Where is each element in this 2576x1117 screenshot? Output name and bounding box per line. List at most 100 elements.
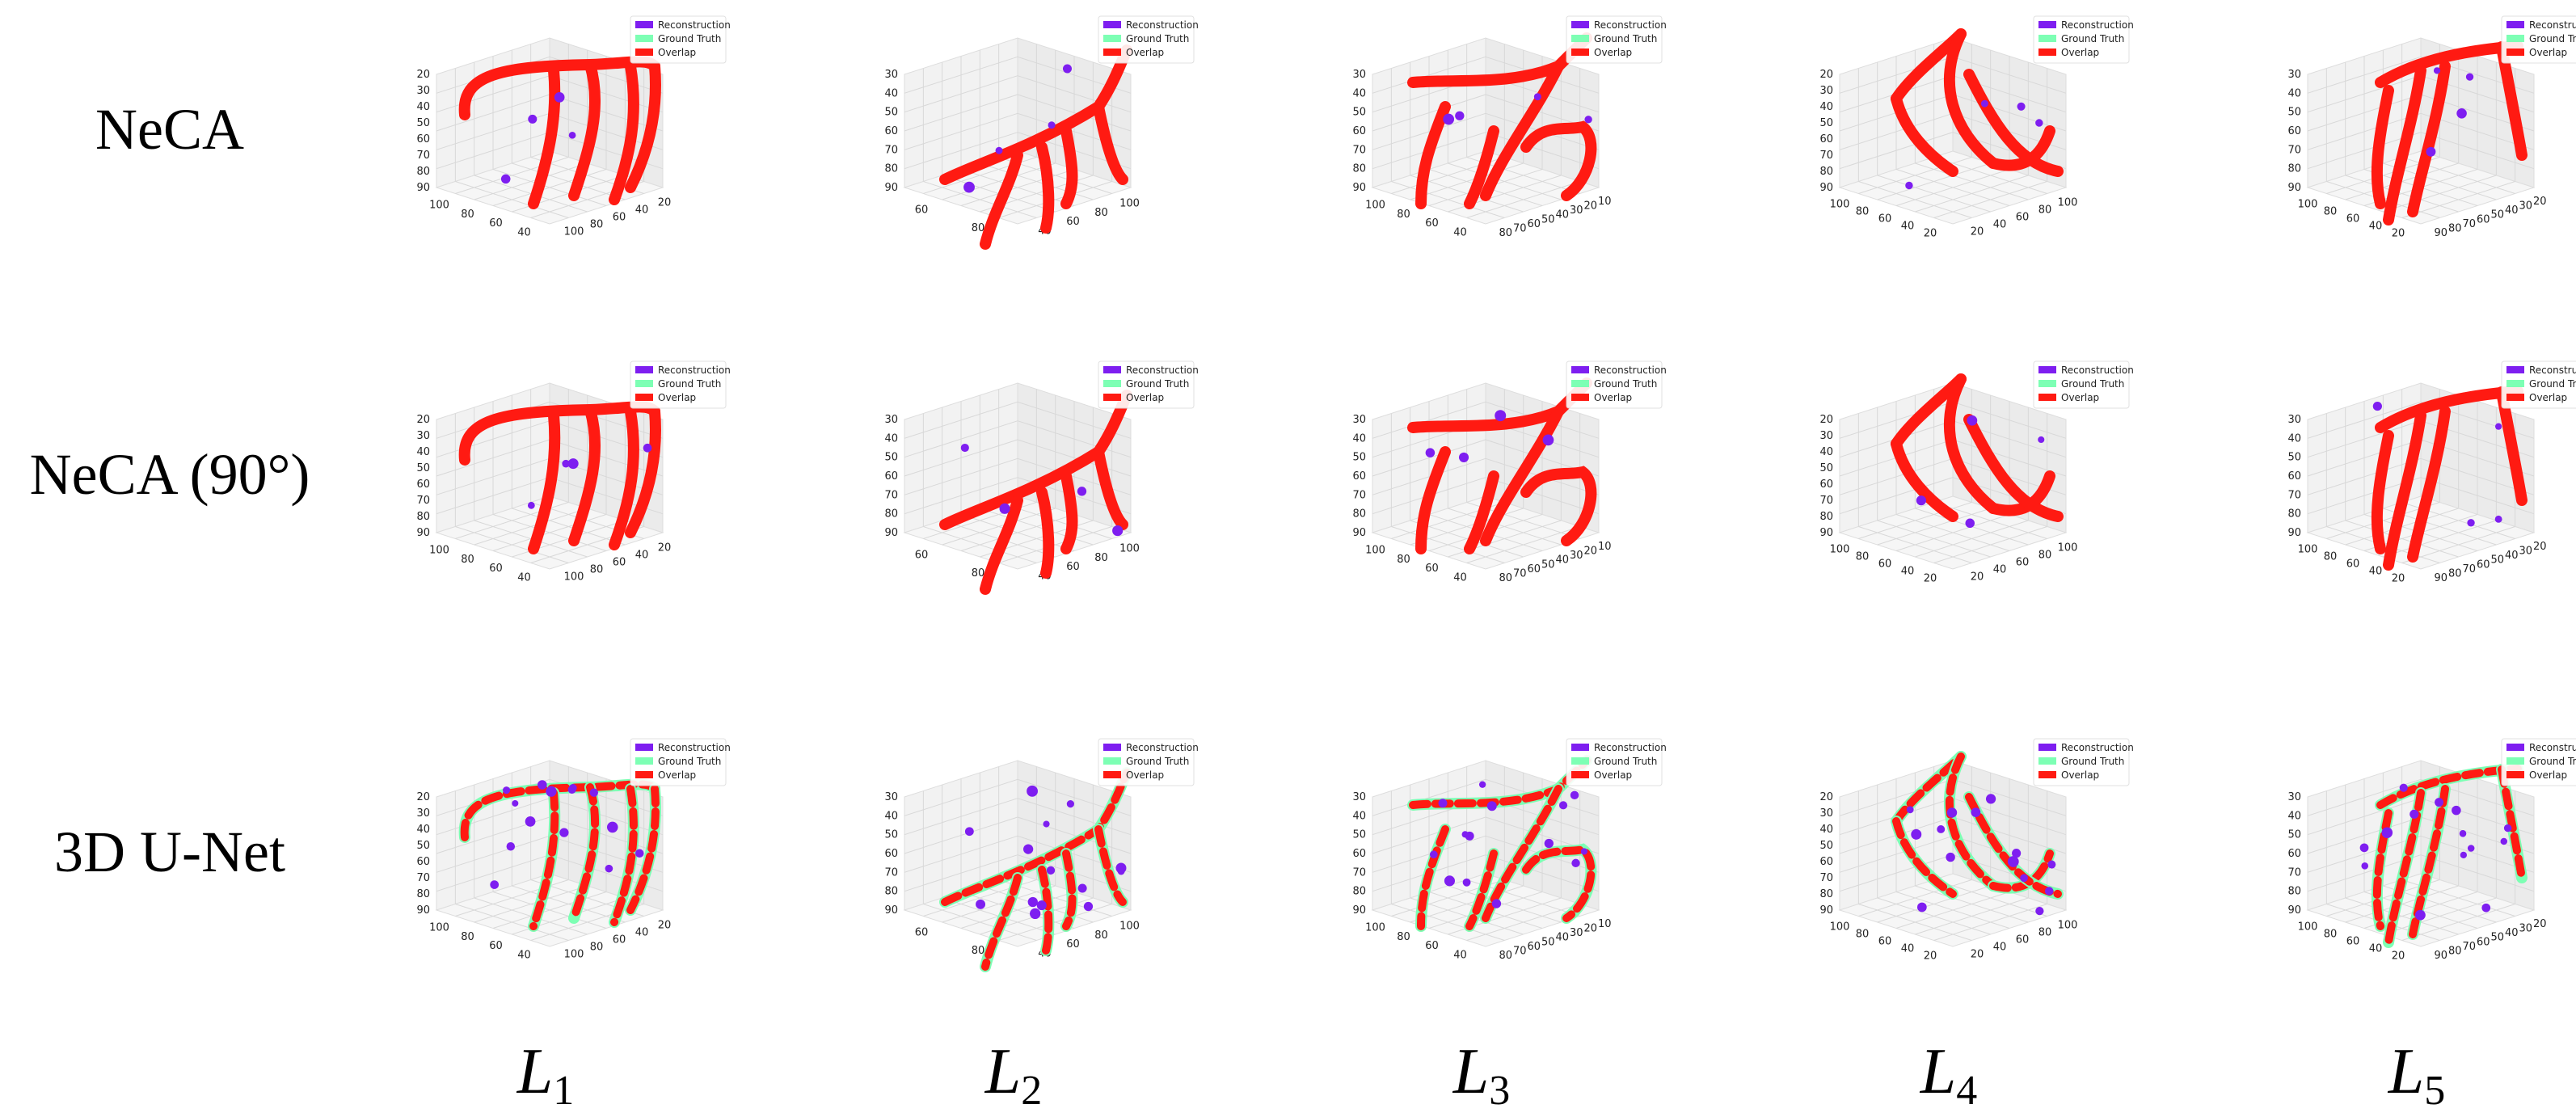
z-tick-label: 60 <box>416 478 430 491</box>
reconstruction-dot <box>1980 99 1988 107</box>
legend-swatch <box>2038 771 2056 778</box>
z-tick-label: 80 <box>416 166 430 178</box>
z-tick-label: 80 <box>1819 511 1833 523</box>
legend-label: Ground Truth <box>2529 378 2576 390</box>
y-tick-label: 40 <box>1993 219 2007 231</box>
grid-line <box>923 526 1037 563</box>
grid-line <box>1858 526 1972 563</box>
column-label: L3 <box>1452 1036 1511 1114</box>
y-tick-label: 60 <box>1527 218 1541 230</box>
y-tick-label: 60 <box>613 212 626 224</box>
legend-swatch <box>2506 366 2524 373</box>
x-tick-label: 80 <box>1397 554 1410 566</box>
reconstruction-dot <box>1571 858 1580 868</box>
x-tick-label: 60 <box>1878 936 1892 948</box>
z-tick-label: 80 <box>1352 886 1366 898</box>
z-tick-label: 40 <box>1819 446 1833 458</box>
vessel-overlap <box>1415 446 1451 554</box>
z-tick-label: 70 <box>1819 872 1833 884</box>
legend-label: Ground Truth <box>1594 378 1657 390</box>
z-tick-label: 80 <box>416 511 430 523</box>
reconstruction-dot <box>1077 487 1087 496</box>
vessel-overlap <box>1094 825 1127 906</box>
x-tick-label: 40 <box>1453 571 1467 584</box>
x-tick-label: 80 <box>1856 206 1870 218</box>
reconstruction-dot <box>527 501 535 509</box>
x-tick-label: 100 <box>429 545 449 557</box>
reconstruction-dot <box>1112 525 1124 537</box>
grid-line <box>1372 401 1486 439</box>
legend-box <box>630 360 727 409</box>
x-tick-label: 40 <box>1901 566 1915 578</box>
legend-swatch <box>635 771 653 778</box>
reconstruction-dot <box>2399 783 2408 792</box>
reconstruction-dot <box>525 816 536 827</box>
label-subscript: 4 <box>1956 1068 1977 1114</box>
legend-swatch <box>635 380 653 387</box>
legend-label: Overlap <box>1126 392 1164 403</box>
legend-box <box>1566 738 1663 786</box>
vessel-overlap <box>1060 470 1078 554</box>
reconstruction-dot <box>1043 820 1050 828</box>
reconstruction-dot <box>2044 887 2054 896</box>
reconstruction-dot <box>2433 67 2441 74</box>
z-tick-label: 50 <box>2287 107 2301 119</box>
z-tick-label: 60 <box>884 848 898 860</box>
x-tick-label: 20 <box>1924 573 1937 585</box>
x-tick-label: 40 <box>2369 566 2383 578</box>
z-tick-label: 20 <box>1819 414 1833 426</box>
z-tick-label: 50 <box>884 829 898 841</box>
column-label: L5 <box>2388 1036 2446 1114</box>
x-tick-label: 60 <box>2346 558 2360 571</box>
reconstruction-dot <box>2035 907 2044 916</box>
reconstruction-dot <box>1946 852 1955 862</box>
reconstruction-dot <box>538 780 547 790</box>
reconstruction-dot <box>1570 790 1579 800</box>
y-tick-label: 40 <box>1993 564 2007 576</box>
legend: Reconstruction Ground Truth Overlap <box>1566 360 1667 409</box>
reconstruction-dot <box>1905 181 1913 190</box>
x-tick-label: 80 <box>972 222 985 234</box>
y-tick-label: 80 <box>1499 950 1512 962</box>
z-tick-label: 40 <box>1352 87 1366 99</box>
reconstruction-dot <box>1429 850 1438 859</box>
grid-line <box>455 526 569 563</box>
y-tick-label: 60 <box>1066 216 1080 228</box>
y-tick-label: 100 <box>1119 198 1140 210</box>
z-tick-label: 80 <box>416 888 430 900</box>
reconstruction-dot <box>2012 849 2022 858</box>
vessel-overlap <box>1036 141 1055 234</box>
z-tick-label: 60 <box>1352 470 1366 483</box>
reconstruction-dot <box>1027 896 1038 908</box>
y-tick-label: 80 <box>2448 946 2462 958</box>
z-tick-label: 90 <box>2287 182 2301 194</box>
z-tick-label: 90 <box>1819 527 1833 539</box>
z-tick-label: 40 <box>1819 101 1833 113</box>
z-tick-label: 70 <box>1352 489 1366 501</box>
legend-swatch <box>2506 771 2524 778</box>
y-tick-label: 100 <box>2058 197 2078 209</box>
z-tick-label: 30 <box>416 807 430 820</box>
legend-swatch <box>635 48 653 56</box>
vessel-overlap <box>2407 406 2451 563</box>
z-tick-label: 70 <box>2287 489 2301 501</box>
grid-line <box>1952 56 2067 94</box>
z-tick-label: 90 <box>416 182 430 194</box>
z-tick-label: 60 <box>2287 470 2301 483</box>
z-tick-label: 90 <box>884 182 898 194</box>
legend-swatch <box>2506 394 2524 401</box>
x-tick-label: 100 <box>1830 921 1850 934</box>
y-tick-label: 10 <box>1598 196 1612 208</box>
grid-line <box>2307 401 2422 439</box>
x-tick-label: 60 <box>1425 940 1439 952</box>
y-tick-label: 60 <box>613 557 626 569</box>
y-tick-label: 20 <box>2533 541 2547 553</box>
x-tick-label: 100 <box>1365 545 1385 557</box>
vessel-overlap <box>568 404 601 546</box>
y-tick-label: 50 <box>1541 213 1555 226</box>
reconstruction-dot <box>1027 785 1038 797</box>
legend: Reconstruction Ground Truth Overlap <box>630 15 731 64</box>
reconstruction-dot <box>1946 807 1958 818</box>
legend: Reconstruction Ground Truth Overlap <box>2033 15 2134 64</box>
